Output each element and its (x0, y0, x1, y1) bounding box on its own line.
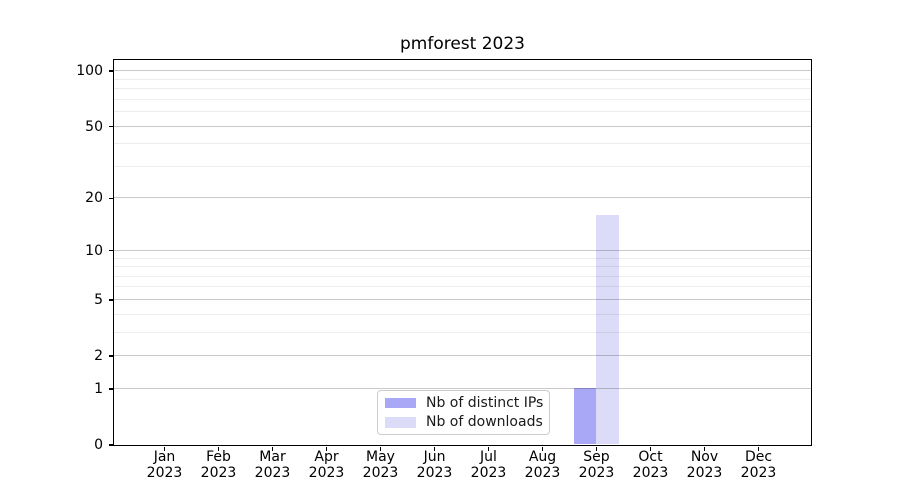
gridline-minor (113, 275, 811, 277)
x-tick-mark (433, 446, 436, 451)
x-tick-label: Oct 2023 (632, 449, 669, 481)
gridline-minor (113, 78, 811, 80)
gridline-major (113, 125, 811, 127)
legend-label-distinct-ips: Nb of distinct IPs (426, 394, 544, 411)
x-tick-mark (325, 446, 328, 451)
legend-label-downloads: Nb of downloads (426, 414, 543, 431)
x-tick-mark (757, 446, 760, 451)
y-tick-label: 5 (94, 291, 103, 308)
x-tick-mark (703, 446, 706, 451)
y-tick-mark (108, 125, 113, 128)
gridline-minor (113, 331, 811, 333)
x-tick-mark (271, 446, 274, 451)
x-tick-mark (163, 446, 166, 451)
gridline-major (113, 387, 811, 389)
x-tick-mark (379, 446, 382, 451)
x-tick-label: Mar 2023 (254, 449, 291, 481)
y-tick-label: 20 (85, 190, 103, 207)
plot-area (112, 58, 812, 446)
legend-row-distinct-ips: Nb of distinct IPs (385, 393, 543, 413)
gridline-minor (113, 313, 811, 315)
gridline-minor (113, 165, 811, 167)
gridline-major (113, 197, 811, 199)
gridline-major (113, 249, 811, 251)
y-tick-label: 100 (76, 63, 103, 80)
x-tick-mark (595, 446, 598, 451)
legend-row-downloads: Nb of downloads (385, 413, 543, 433)
y-tick-label: 0 (94, 437, 103, 453)
x-tick-mark (217, 446, 220, 451)
gridline-minor (113, 88, 811, 90)
x-tick-mark (487, 446, 490, 451)
x-tick-label: Feb 2023 (200, 449, 237, 481)
legend-swatch-downloads (385, 417, 416, 428)
legend-swatch-distinct-ips (385, 397, 416, 408)
x-tick-label: Nov 2023 (686, 449, 723, 481)
gridline-minor (113, 98, 811, 100)
y-tick-mark (108, 444, 113, 446)
grid-layer (113, 60, 811, 445)
bar-downloads (596, 215, 619, 445)
gridline-major (113, 355, 811, 357)
y-tick-mark (108, 70, 113, 72)
y-tick-mark (108, 197, 113, 200)
x-tick-label: Jul 2023 (470, 449, 507, 481)
y-tick-mark (108, 355, 113, 357)
y-tick-label: 2 (94, 348, 103, 365)
gridline-minor (113, 143, 811, 145)
gridline-minor (113, 257, 811, 259)
x-tick-label: Jan 2023 (146, 449, 183, 481)
gridline-major (113, 298, 811, 300)
bars-layer (114, 60, 811, 445)
chart-title: pmforest 2023 (399, 34, 525, 54)
x-tick-label: Sep 2023 (578, 449, 615, 481)
legend: Nb of distinct IPs Nb of downloads (377, 390, 550, 435)
x-tick-label: Aug 2023 (524, 449, 561, 481)
gridline-minor (113, 266, 811, 268)
x-tick-mark (649, 446, 652, 451)
bar-distinct-ips (573, 388, 596, 445)
gridline-major (113, 70, 811, 72)
y-tick-mark (108, 250, 113, 252)
gridline-minor (113, 286, 811, 288)
y-tick-label: 50 (85, 118, 103, 135)
y-tick-mark (108, 299, 113, 301)
gridline-minor (113, 111, 811, 113)
y-tick-label: 1 (94, 380, 103, 397)
y-tick-label: 10 (85, 242, 103, 259)
x-tick-label: Dec 2023 (740, 449, 777, 481)
y-tick-mark (108, 388, 113, 390)
x-tick-label: Jun 2023 (416, 449, 453, 481)
x-tick-mark (541, 446, 544, 451)
x-tick-label: May 2023 (362, 449, 399, 481)
x-tick-label: Apr 2023 (308, 449, 345, 481)
